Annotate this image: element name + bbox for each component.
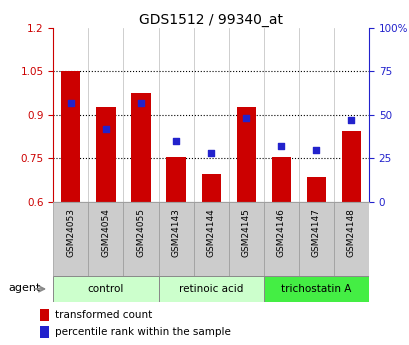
Point	[277, 143, 284, 149]
Bar	[236, 107, 255, 202]
Bar	[61, 71, 80, 202]
Text: GSM24143: GSM24143	[171, 208, 180, 257]
Text: trichostatin A: trichostatin A	[281, 284, 351, 294]
Text: GSM24146: GSM24146	[276, 208, 285, 257]
Bar	[53, 276, 158, 302]
Bar	[39, 326, 49, 338]
Text: GSM24144: GSM24144	[206, 208, 215, 257]
Point	[172, 138, 179, 144]
Bar	[158, 202, 193, 276]
Bar	[193, 202, 228, 276]
Bar	[131, 93, 150, 202]
Text: control: control	[88, 284, 124, 294]
Point	[102, 126, 109, 131]
Bar	[263, 276, 368, 302]
Text: GSM24053: GSM24053	[66, 208, 75, 257]
Text: GSM24055: GSM24055	[136, 208, 145, 257]
Text: GSM24148: GSM24148	[346, 208, 355, 257]
Bar	[166, 157, 185, 202]
Bar	[88, 202, 123, 276]
Text: percentile rank within the sample: percentile rank within the sample	[55, 327, 231, 337]
Bar	[271, 157, 290, 202]
Text: agent: agent	[8, 283, 40, 293]
Title: GDS1512 / 99340_at: GDS1512 / 99340_at	[139, 12, 283, 27]
Bar	[333, 202, 368, 276]
Bar	[53, 202, 88, 276]
Bar	[39, 309, 49, 321]
Text: transformed count: transformed count	[55, 310, 152, 320]
Point	[312, 147, 319, 152]
Bar	[263, 202, 298, 276]
Point	[67, 100, 74, 105]
Bar	[341, 131, 360, 202]
Text: GSM24147: GSM24147	[311, 208, 320, 257]
Bar	[96, 107, 115, 202]
Text: retinoic acid: retinoic acid	[178, 284, 243, 294]
Bar	[201, 174, 220, 202]
Point	[347, 117, 354, 123]
Bar	[306, 177, 325, 202]
Bar	[158, 276, 263, 302]
Bar	[298, 202, 333, 276]
Point	[243, 116, 249, 121]
Text: GSM24145: GSM24145	[241, 208, 250, 257]
Text: GSM24054: GSM24054	[101, 208, 110, 257]
Bar	[123, 202, 158, 276]
Bar	[228, 202, 263, 276]
Point	[137, 100, 144, 105]
Point	[207, 150, 214, 156]
